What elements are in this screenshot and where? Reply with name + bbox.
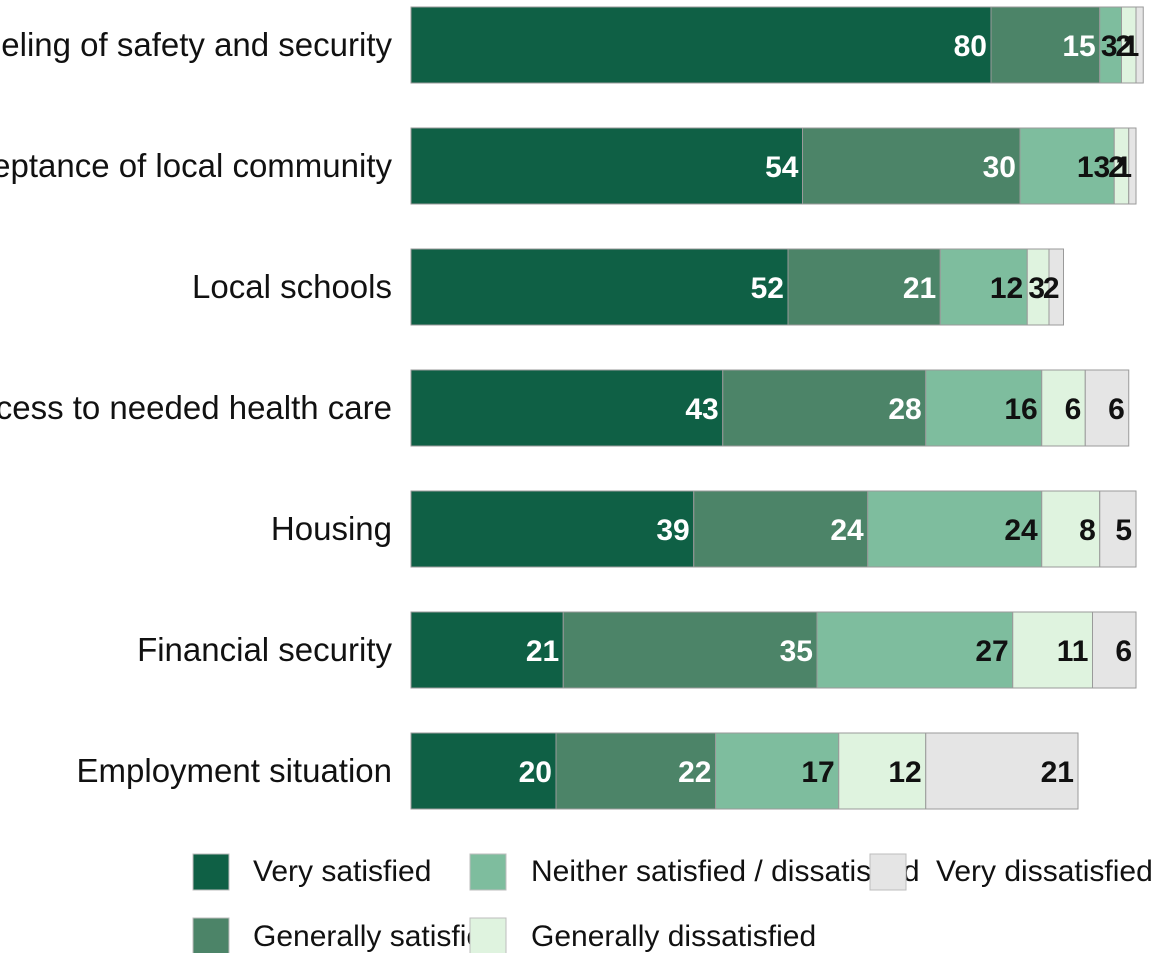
bar-segment-very-dissatisfied-access-to-needed-health-care	[1084, 369, 1130, 447]
data-label-generally-satisfied-housing: 24	[830, 514, 864, 547]
bar-segment-neither-satisfied-dissatisfied-acceptance-of-local-community	[1019, 127, 1115, 205]
bar-segment-generally-satisfied-local-schools	[787, 248, 941, 326]
data-label-generally-dissatisfied-a-feeling-of-safety-and-security: 2	[1115, 30, 1132, 63]
data-label-very-satisfied-housing: 39	[656, 514, 689, 547]
bar-segment-neither-satisfied-dissatisfied-access-to-needed-health-care	[925, 369, 1043, 447]
bar-segment-very-satisfied-acceptance-of-local-community	[410, 127, 803, 205]
data-label-generally-satisfied-employment-situation: 22	[678, 756, 711, 789]
data-label-very-dissatisfied-acceptance-of-local-community: 1	[1115, 151, 1132, 184]
data-label-generally-satisfied-a-feeling-of-safety-and-security: 15	[1062, 30, 1095, 63]
bar-segment-very-dissatisfied-financial-security	[1092, 611, 1137, 689]
bar-segment-very-satisfied-a-feeling-of-safety-and-security	[410, 6, 992, 84]
bar-segment-neither-satisfied-dissatisfied-employment-situation	[715, 732, 840, 810]
bar-segment-very-satisfied-local-schools	[410, 248, 789, 326]
bar-segment-generally-satisfied-acceptance-of-local-community	[802, 127, 1021, 205]
bar-segment-very-satisfied-financial-security	[410, 611, 564, 689]
legend-swatch-generally-dissatisfied	[469, 917, 507, 953]
legend-swatch-very-satisfied	[192, 853, 230, 891]
data-label-neither-satisfied-dissatisfied-acceptance-of-local-community: 13	[1077, 151, 1110, 184]
bar-segment-very-satisfied-access-to-needed-health-care	[410, 369, 724, 447]
data-label-neither-satisfied-dissatisfied-housing: 24	[1004, 514, 1038, 547]
bar-segment-very-dissatisfied-local-schools	[1048, 248, 1064, 326]
category-label-access-to-needed-health-care: Access to needed health care	[0, 389, 392, 426]
bar-segment-very-satisfied-employment-situation	[410, 732, 557, 810]
data-label-neither-satisfied-dissatisfied-local-schools: 12	[990, 272, 1023, 305]
data-label-generally-satisfied-acceptance-of-local-community: 30	[983, 151, 1016, 184]
bar-segment-neither-satisfied-dissatisfied-local-schools	[939, 248, 1028, 326]
data-label-generally-satisfied-financial-security: 35	[780, 635, 813, 668]
data-label-generally-dissatisfied-housing: 8	[1079, 514, 1096, 547]
bar-segment-very-dissatisfied-a-feeling-of-safety-and-security	[1135, 6, 1144, 84]
legend-label-generally-dissatisfied: Generally dissatisfied	[531, 920, 816, 953]
data-label-generally-satisfied-access-to-needed-health-care: 28	[888, 393, 921, 426]
data-label-generally-satisfied-local-schools: 21	[903, 272, 936, 305]
bar-segment-very-dissatisfied-acceptance-of-local-community	[1128, 127, 1137, 205]
data-label-very-satisfied-access-to-needed-health-care: 43	[685, 393, 718, 426]
legend-swatch-generally-satisfied	[192, 917, 230, 953]
bar-segment-generally-satisfied-access-to-needed-health-care	[722, 369, 927, 447]
category-label-employment-situation: Employment situation	[77, 752, 392, 789]
data-label-very-dissatisfied-employment-situation: 21	[1041, 756, 1074, 789]
category-label-financial-security: Financial security	[137, 631, 392, 668]
bar-segment-generally-satisfied-a-feeling-of-safety-and-security	[990, 6, 1101, 84]
category-label-local-schools: Local schools	[192, 268, 392, 305]
category-label-acceptance-of-local-community: Acceptance of local community	[0, 147, 392, 184]
data-label-neither-satisfied-dissatisfied-employment-situation: 17	[801, 756, 834, 789]
data-label-very-satisfied-acceptance-of-local-community: 54	[765, 151, 799, 184]
bar-segment-generally-satisfied-housing	[693, 490, 869, 568]
data-label-very-satisfied-financial-security: 21	[526, 635, 559, 668]
data-label-very-dissatisfied-local-schools: 2	[1043, 272, 1060, 305]
legend-label-neither-satisfied-dissatisfied: Neither satisfied / dissatisfied	[531, 855, 920, 888]
data-label-very-dissatisfied-financial-security: 6	[1115, 635, 1132, 668]
bar-segment-neither-satisfied-dissatisfied-financial-security	[816, 611, 1014, 689]
data-label-neither-satisfied-dissatisfied-access-to-needed-health-care: 16	[1004, 393, 1037, 426]
data-label-very-dissatisfied-housing: 5	[1115, 514, 1132, 547]
legend-swatch-very-dissatisfied	[869, 853, 907, 891]
data-label-very-satisfied-employment-situation: 20	[519, 756, 552, 789]
category-label-housing: Housing	[271, 510, 392, 547]
bar-segment-generally-dissatisfied-access-to-needed-health-care	[1041, 369, 1086, 447]
bar-segment-generally-dissatisfied-financial-security	[1012, 611, 1093, 689]
data-label-neither-satisfied-dissatisfied-financial-security: 27	[975, 635, 1008, 668]
data-label-generally-dissatisfied-acceptance-of-local-community: 2	[1108, 151, 1125, 184]
data-label-very-satisfied-a-feeling-of-safety-and-security: 80	[954, 30, 987, 63]
category-label-a-feeling-of-safety-and-security: A feeling of safety and security	[0, 26, 392, 63]
bar-segment-neither-satisfied-dissatisfied-housing	[867, 490, 1043, 568]
data-label-generally-dissatisfied-access-to-needed-health-care: 6	[1065, 393, 1082, 426]
bar-segment-very-dissatisfied-housing	[1099, 490, 1137, 568]
bar-segment-generally-dissatisfied-housing	[1041, 490, 1101, 568]
bar-segment-generally-satisfied-financial-security	[562, 611, 818, 689]
legend-swatch-neither-satisfied-dissatisfied	[469, 853, 507, 891]
data-label-generally-dissatisfied-employment-situation: 12	[888, 756, 921, 789]
data-label-generally-dissatisfied-local-schools: 3	[1028, 272, 1045, 305]
data-label-very-satisfied-local-schools: 52	[751, 272, 784, 305]
category-labels: A feeling of safety and security Acceptan…	[0, 26, 392, 789]
data-label-very-dissatisfied-a-feeling-of-safety-and-security: 1	[1123, 30, 1140, 63]
legend-label-generally-satisfied: Generally satisfied	[253, 920, 500, 953]
data-label-generally-dissatisfied-financial-security: 11	[1057, 635, 1089, 668]
bar-segment-very-satisfied-housing	[410, 490, 695, 568]
legend-label-very-satisfied: Very satisfied	[253, 855, 431, 888]
legend: Very satisfied Generally satisfied Neither…	[192, 853, 1153, 953]
bar-segment-very-dissatisfied-employment-situation	[925, 732, 1079, 810]
legend-label-very-dissatisfied: Very dissatisfied	[936, 855, 1153, 888]
data-label-neither-satisfied-dissatisfied-a-feeling-of-safety-and-security: 3	[1101, 30, 1118, 63]
bar-segment-generally-satisfied-employment-situation	[555, 732, 716, 810]
data-label-very-dissatisfied-access-to-needed-health-care: 6	[1108, 393, 1125, 426]
